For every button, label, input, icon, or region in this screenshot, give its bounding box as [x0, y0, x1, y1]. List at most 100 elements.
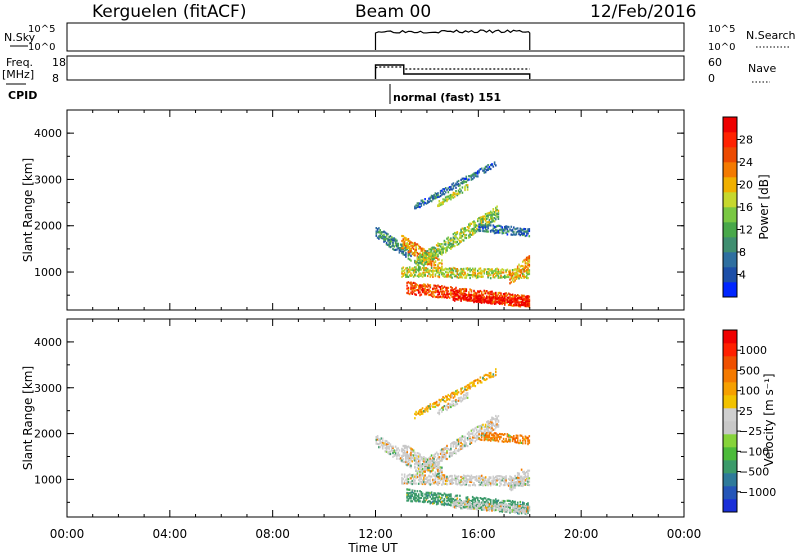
heatmap-cell [453, 275, 456, 278]
heatmap-cell [477, 437, 479, 441]
heatmap-cell [420, 491, 423, 494]
heatmap-cell [417, 253, 420, 256]
heatmap-cell [510, 435, 513, 439]
heatmap-cell [392, 241, 394, 244]
heatmap-cell [496, 215, 498, 219]
heatmap-cell [451, 442, 453, 445]
heatmap-cell [479, 478, 482, 481]
heatmap-cell [523, 438, 525, 441]
heatmap-cell [455, 480, 457, 483]
heatmap-cell [484, 290, 487, 293]
heatmap-cell [406, 488, 408, 491]
heatmap-cell [441, 290, 443, 293]
velocity-panel-frame [66, 318, 685, 518]
heatmap-cell [487, 230, 489, 233]
heatmap-cell [528, 469, 531, 472]
heatmap-cell [516, 441, 519, 444]
heatmap-cell [513, 300, 515, 303]
heatmap-cell [434, 275, 437, 278]
heatmap-cell [471, 177, 474, 181]
heatmap-cell [450, 498, 452, 501]
heatmap-cell [461, 435, 464, 438]
heatmap-cell [496, 416, 498, 419]
heatmap-cell [483, 501, 486, 504]
heatmap-cell [478, 272, 480, 275]
heatmap-cell [514, 302, 516, 305]
heatmap-cell [437, 461, 439, 464]
heatmap-cell [461, 480, 464, 483]
heatmap-cell [493, 297, 496, 300]
heatmap-cell [516, 272, 519, 275]
heatmap-cell [403, 243, 406, 246]
heatmap-cell [448, 292, 451, 295]
heatmap-cell [466, 184, 469, 187]
heatmap-cell [417, 266, 420, 269]
heatmap-cell [478, 507, 480, 510]
heatmap-cell [523, 275, 525, 278]
heatmap-cell [495, 225, 497, 229]
heatmap-cell [453, 291, 456, 294]
heatmap-cell [502, 440, 505, 443]
heatmap-cell [506, 435, 509, 438]
heatmap-cell [515, 297, 518, 301]
heatmap-cell [497, 272, 500, 275]
heatmap-cell [524, 299, 527, 302]
heatmap-cell [525, 256, 528, 259]
heatmap-cell [452, 298, 455, 301]
heatmap-cell [482, 169, 484, 172]
heatmap-cell [407, 286, 410, 289]
heatmap-cell [501, 501, 504, 504]
heatmap-cell [385, 450, 388, 453]
heatmap-cell [451, 188, 453, 191]
heatmap-cell [432, 295, 434, 298]
heatmap-cell [437, 192, 439, 195]
heatmap-cell [522, 484, 524, 488]
heatmap-cell [471, 229, 474, 232]
heatmap-cell [465, 233, 468, 237]
heatmap-cell [459, 399, 461, 402]
heatmap-cell [461, 476, 464, 479]
heatmap-cell [421, 481, 424, 484]
heatmap-cell [437, 267, 439, 270]
heatmap-cell [464, 185, 466, 188]
heatmap-cell [437, 404, 439, 407]
heatmap-cell [518, 297, 520, 300]
heatmap-cell [520, 480, 523, 483]
heatmap-cell [475, 300, 478, 303]
heatmap-cell [460, 240, 462, 243]
heatmap-cell [520, 271, 523, 274]
heatmap-cell [516, 269, 519, 272]
heatmap-cell [433, 463, 435, 467]
heatmap-cell [528, 255, 531, 258]
heatmap-cell [528, 272, 531, 276]
heatmap-cell [516, 512, 519, 515]
heatmap-cell [469, 387, 471, 390]
heatmap-cell [416, 498, 419, 501]
heatmap-cell [493, 161, 496, 164]
heatmap-cell [441, 493, 443, 497]
heatmap-cell [384, 447, 387, 450]
heatmap-cell [489, 439, 492, 442]
heatmap-cell [486, 224, 488, 227]
heatmap-cell [402, 238, 405, 241]
heatmap-cell [488, 269, 491, 272]
heatmap-cell [489, 224, 492, 227]
heatmap-cell [464, 234, 466, 237]
colorbar-swatch [723, 460, 737, 474]
heatmap-cell [465, 288, 468, 291]
heatmap-cell [442, 293, 444, 296]
heatmap-cell [430, 491, 433, 494]
heatmap-cell [423, 480, 425, 483]
heatmap-cell [444, 502, 447, 505]
heatmap-cell [412, 291, 415, 294]
heatmap-cell [432, 271, 434, 274]
heatmap-cell [435, 289, 438, 292]
heatmap-cell [475, 171, 478, 174]
heatmap-cell [461, 177, 464, 180]
heatmap-cell [492, 373, 495, 376]
colorbar-swatch [723, 162, 737, 178]
y-tick-label: 3000 [34, 173, 62, 186]
heatmap-cell [405, 253, 407, 256]
heatmap-cell [491, 425, 493, 428]
heatmap-cell [453, 267, 456, 270]
